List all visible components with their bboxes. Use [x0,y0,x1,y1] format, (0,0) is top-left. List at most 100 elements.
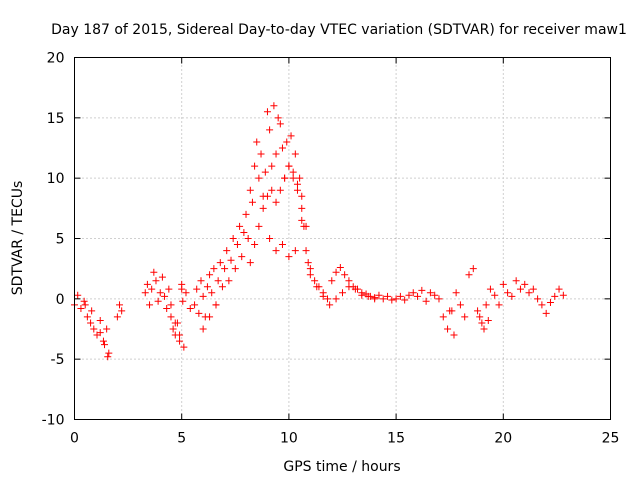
data-point [251,162,259,170]
data-point [278,144,286,152]
data-point [293,180,301,188]
data-point [491,291,499,299]
x-tick-label: 0 [70,431,79,447]
data-point [210,265,218,273]
data-point [456,301,464,309]
data-point [289,168,297,176]
data-point [499,280,507,288]
data-point [206,271,214,279]
data-point [439,313,447,321]
data-point [435,295,443,303]
data-point [311,277,319,285]
data-point [384,292,392,300]
data-point [414,292,422,300]
data-point [233,241,241,249]
data-point [313,283,321,291]
data-point [154,297,162,305]
data-point [508,292,516,300]
data-point [77,304,85,312]
data-point [551,292,559,300]
data-point [546,298,554,306]
data-point [281,174,289,182]
y-tick-label: 10 [47,171,65,187]
data-point [276,186,284,194]
data-point [116,301,124,309]
data-point [465,271,473,279]
data-point [375,291,383,299]
data-point [118,307,126,315]
data-point [143,280,151,288]
data-point [418,286,426,294]
data-point [88,307,96,315]
data-point [287,132,295,140]
data-point [272,150,280,158]
x-tick-label: 15 [387,431,405,447]
data-point [480,325,488,333]
data-point [364,292,372,300]
data-point [203,283,211,291]
data-point [167,301,175,309]
data-point [495,301,503,309]
data-points [71,102,567,361]
data-point [179,297,187,305]
x-tick-label: 20 [494,431,512,447]
data-point [81,301,89,309]
data-point [336,263,344,271]
data-point [482,301,490,309]
data-point [291,150,299,158]
x-tick-label: 10 [280,431,298,447]
y-tick-label: 15 [47,111,65,127]
data-point [240,228,248,236]
data-point [90,325,98,333]
data-point [246,186,254,194]
data-point [291,247,299,255]
data-point [206,313,214,321]
data-point [101,341,109,349]
data-point [176,337,184,345]
data-point [285,162,293,170]
data-point [268,186,276,194]
data-point [257,150,265,158]
data-point [148,285,156,293]
data-point [469,265,477,273]
data-point [146,301,154,309]
data-point [74,291,82,299]
data-point [218,283,226,291]
data-point [266,235,274,242]
data-point [244,235,252,242]
data-point [555,285,563,293]
data-point [165,285,173,293]
data-point [161,292,169,300]
chart-title: Day 187 of 2015, Sidereal Day-to-day VTE… [51,22,627,38]
data-point [504,289,512,297]
data-point [246,259,254,267]
data-point [529,285,537,293]
y-tick-label: -5 [51,352,65,368]
y-tick-label: 5 [56,232,65,248]
data-point [326,301,334,309]
data-point [268,162,276,170]
data-point [405,291,413,299]
data-point [285,253,293,261]
data-point [323,295,331,303]
data-point [476,313,484,321]
data-point [274,114,282,122]
axis-ticks: 0 5 10 15 20 25 -10 -5 0 5 10 15 20 [42,51,620,447]
data-point [253,138,261,146]
data-point [293,186,301,194]
data-point [341,271,349,279]
data-point [302,247,310,255]
data-point [96,329,104,337]
data-point [289,174,297,182]
data-point [272,247,280,255]
data-point [452,289,460,297]
data-point [176,331,184,339]
data-point [371,295,379,303]
grid [74,57,611,420]
data-point [306,271,314,279]
data-point [328,277,336,285]
data-point [409,289,417,297]
data-point [401,296,409,304]
data-point [186,304,194,312]
data-point [426,289,434,297]
